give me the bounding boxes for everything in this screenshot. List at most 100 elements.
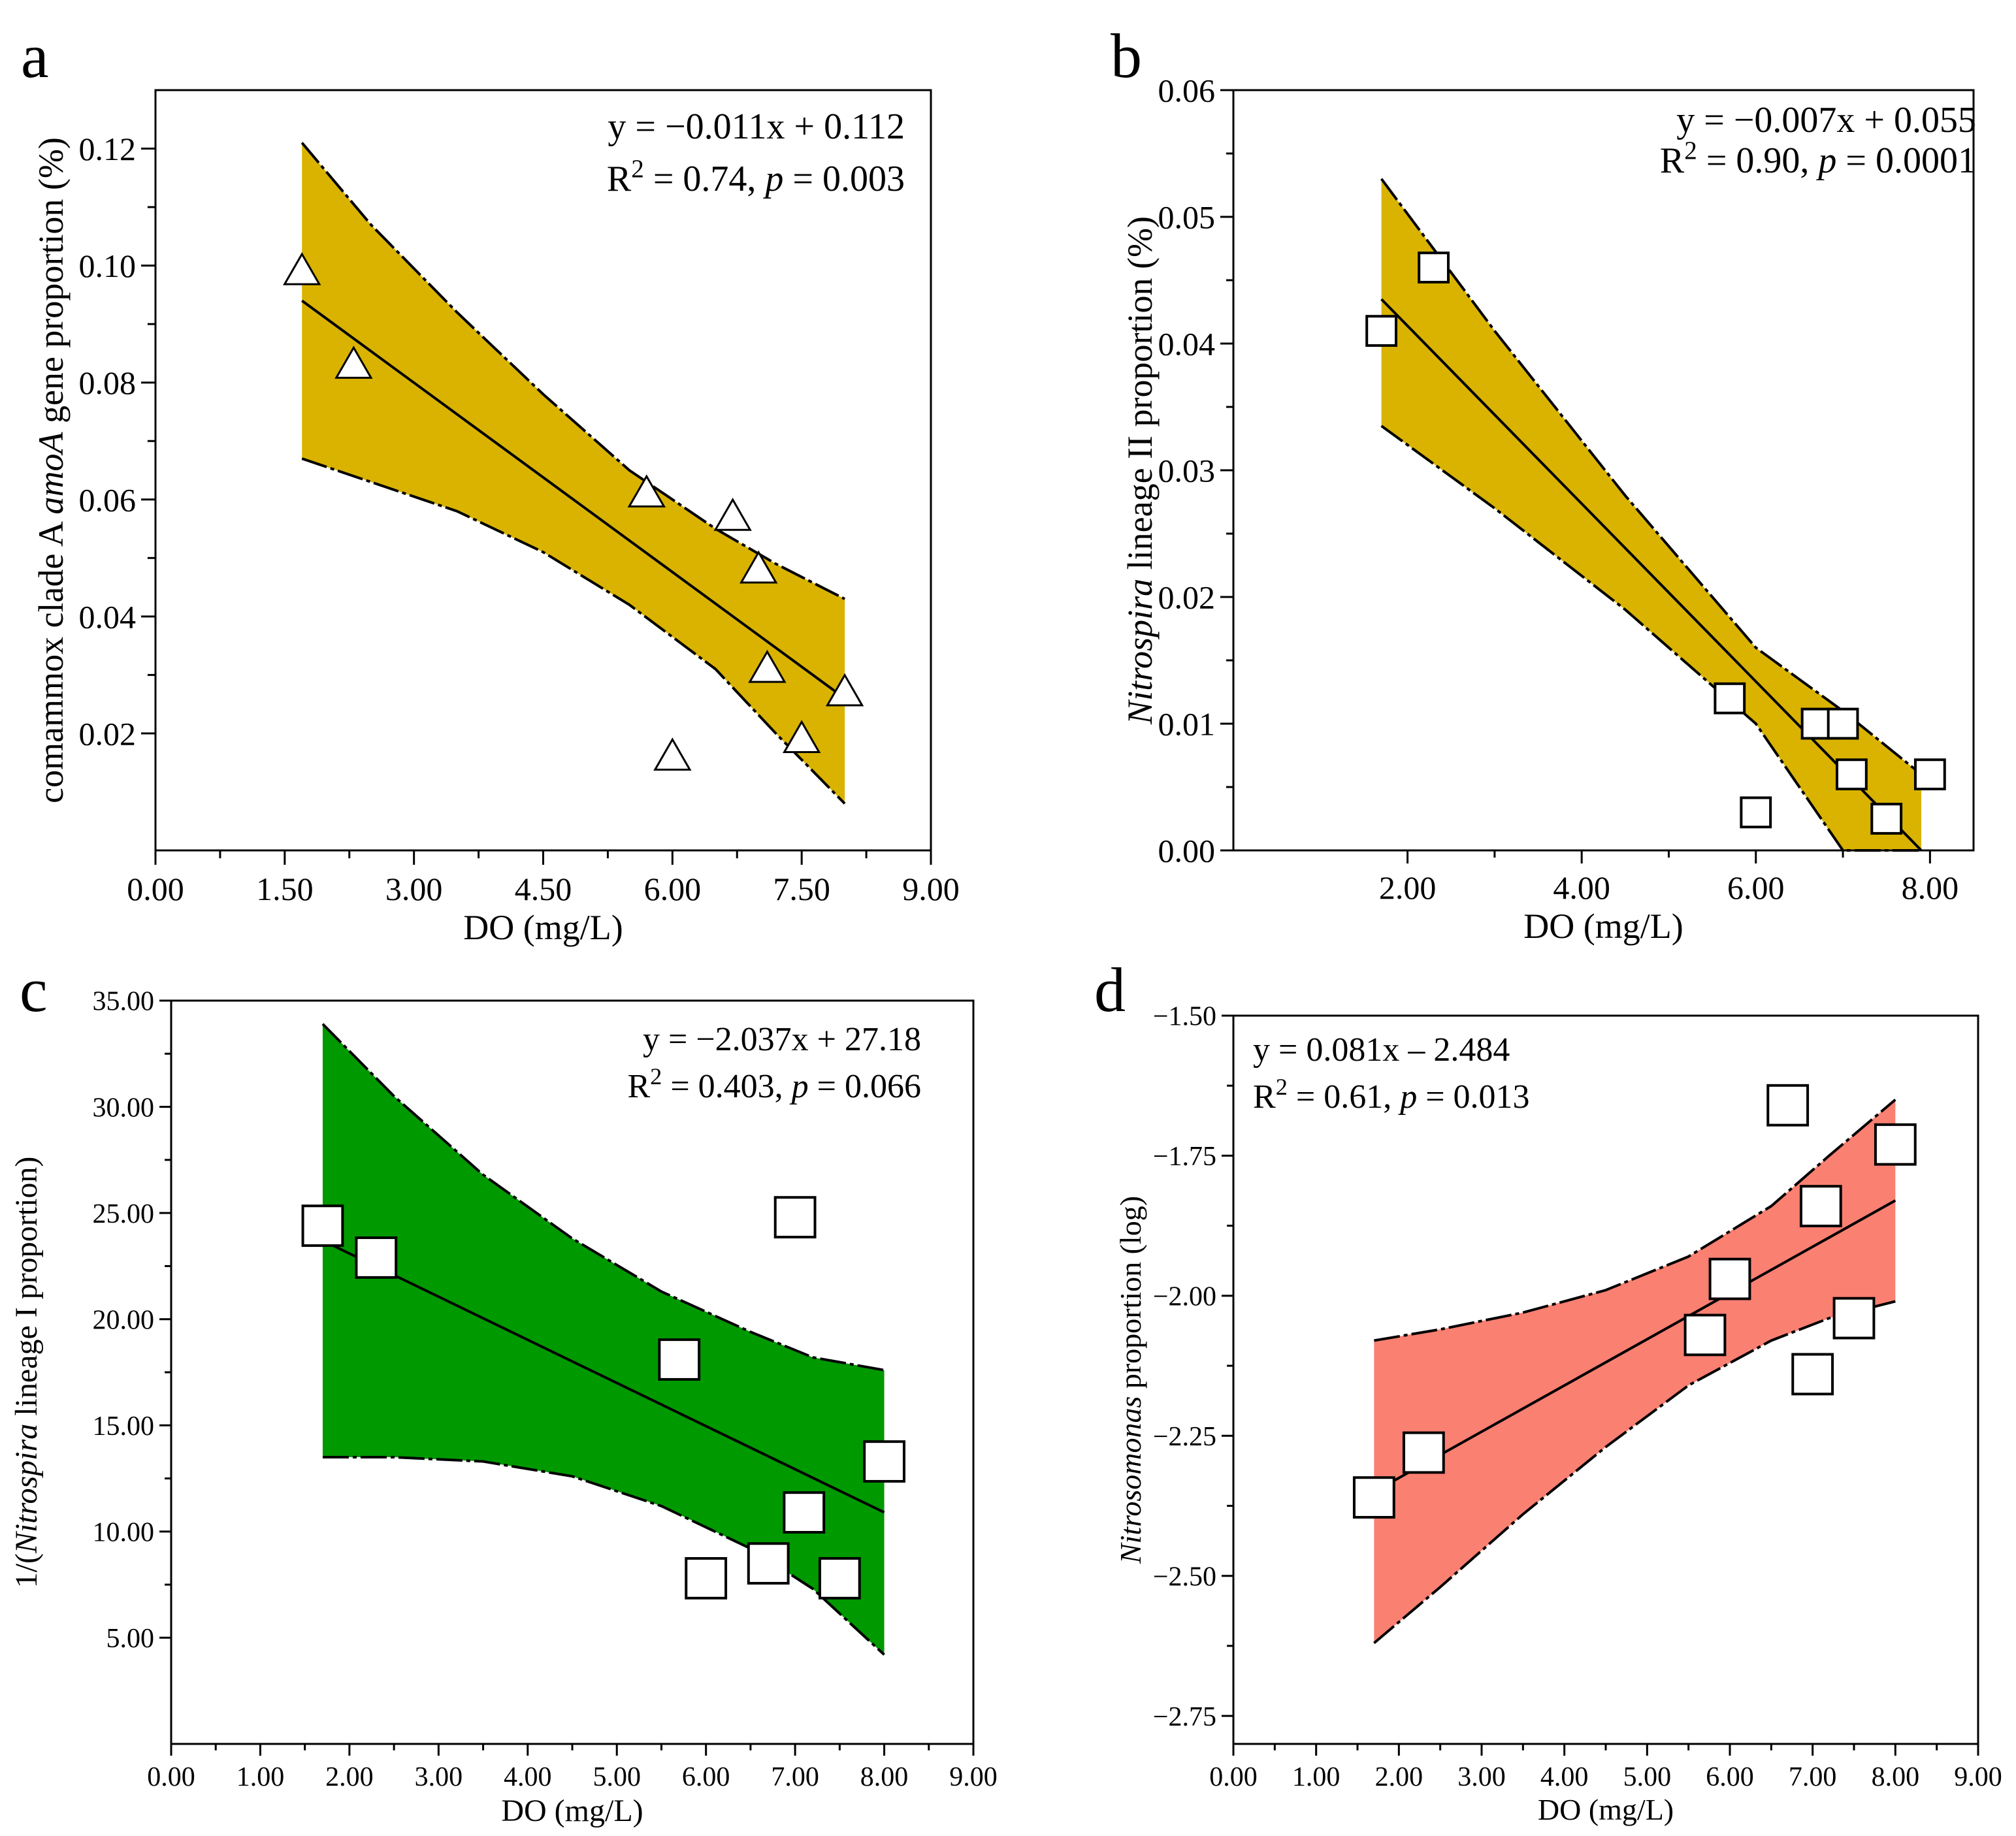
y-tick-label: −2.25 — [1153, 1422, 1216, 1452]
data-point — [1870, 803, 1903, 835]
chart-panel-a: a 0.00 1.50 3.00 4.50 6.00 7.50 9.00 0.02 0.04 0.0… — [21, 21, 960, 947]
panel-letter: c — [20, 955, 48, 1025]
band-lower-edge — [301, 457, 846, 805]
data-point — [713, 498, 752, 531]
label-part: Nitrospira — [1120, 579, 1160, 725]
stat-p: p — [789, 1068, 809, 1105]
x-tick-label: 0.00 — [127, 871, 184, 907]
y-tick-label: 20.00 — [93, 1305, 155, 1335]
data-point — [1766, 1084, 1810, 1127]
label-part: Nitrospira — [9, 1424, 44, 1554]
x-tick-label: 2.00 — [325, 1762, 374, 1792]
confidence-band — [1381, 178, 1922, 850]
stat-p-value: = 0.066 — [809, 1068, 921, 1105]
data-point — [782, 720, 821, 753]
confidence-band — [322, 1023, 885, 1655]
y-tick-label: 5.00 — [106, 1624, 155, 1654]
x-tick-label: 8.00 — [860, 1762, 909, 1792]
data-point — [334, 346, 373, 379]
data-point — [658, 1338, 701, 1381]
x-tick-label: 4.00 — [504, 1762, 552, 1792]
data-point — [1352, 1476, 1395, 1519]
data-point — [818, 1556, 861, 1600]
stat-r: R — [1660, 140, 1685, 181]
regression-stats: R2 = 0.403, p = 0.066 — [627, 1063, 921, 1105]
data-point — [1418, 251, 1450, 284]
stat-r-sup: 2 — [650, 1063, 662, 1089]
label-part: amoA — [31, 431, 71, 514]
y-tick-label: 0.06 — [1158, 72, 1216, 109]
data-point — [283, 251, 321, 285]
data-point — [740, 550, 778, 584]
data-point — [1835, 758, 1868, 790]
y-tick-label: 10.00 — [93, 1518, 155, 1548]
stat-r-sup: 2 — [1684, 137, 1697, 165]
stat-p: p — [1815, 140, 1836, 181]
y-tick-label: 0.08 — [79, 364, 137, 401]
stat-mid: = 0.61, — [1288, 1078, 1400, 1116]
stat-p: p — [1397, 1078, 1417, 1116]
x-tick-label: 4.00 — [1540, 1762, 1589, 1792]
y-tick-label: 0.01 — [1158, 706, 1216, 743]
regression-line — [301, 299, 846, 700]
x-tick-label: 4.50 — [515, 871, 572, 907]
stat-r-sup: 2 — [1276, 1074, 1288, 1100]
confidence-band — [302, 142, 845, 804]
regression-equation: y = −0.011x + 0.112 — [608, 106, 905, 147]
stat-r-sup: 2 — [631, 155, 644, 183]
data-point — [1714, 682, 1746, 715]
x-tick-label: 5.00 — [1623, 1762, 1672, 1792]
regression-equation: y = −2.037x + 27.18 — [643, 1021, 921, 1058]
regression-line — [1373, 1199, 1896, 1493]
data-point — [1365, 315, 1397, 347]
regression-stats: R2 = 0.74, p = 0.003 — [607, 155, 905, 200]
x-tick-label: 3.00 — [1457, 1762, 1506, 1792]
x-axis-label: DO (mg/L) — [1538, 1793, 1674, 1826]
y-tick-label: 0.02 — [79, 715, 137, 752]
y-tick-label: 0.03 — [1158, 453, 1216, 489]
y-tick-label: 0.02 — [1158, 579, 1216, 616]
data-point — [653, 737, 692, 771]
confidence-band — [1374, 1099, 1896, 1643]
y-tick-label: 30.00 — [93, 1093, 155, 1123]
chart-panel-b: b 2.00 4.00 6.00 8.00 0.00 0.01 0.02 0.03 0.04 0.0… — [1111, 21, 1976, 946]
data-point — [1827, 707, 1859, 740]
data-point — [1832, 1296, 1876, 1340]
x-axis-label: DO (mg/L) — [1523, 907, 1683, 946]
x-tick-label: 0.00 — [147, 1762, 195, 1792]
x-tick-label: 3.00 — [415, 1762, 463, 1792]
y-tick-label: 0.05 — [1158, 199, 1216, 236]
regression-line — [1380, 298, 1923, 852]
data-point — [1791, 1353, 1834, 1396]
label-part: proportion (log) — [1114, 1196, 1147, 1396]
y-tick-label: −2.00 — [1153, 1282, 1216, 1312]
panel-letter: a — [21, 21, 49, 91]
data-point — [355, 1236, 398, 1279]
chart-panel-c: c 0.00 1.00 2.00 3.00 4.00 5.00 6.00 7.00 8.00 9.0… — [9, 955, 998, 1828]
x-tick-label: 7.50 — [773, 871, 830, 907]
chart-panel-d: d 0.00 1.00 2.00 3.00 4.00 5.00 6.00 7.00 8.00 9.0… — [1094, 955, 2002, 1826]
x-tick-label: 5.00 — [593, 1762, 641, 1792]
stat-mid: = 0.74, — [644, 159, 766, 199]
x-tick-label: 1.50 — [256, 871, 314, 907]
stat-p: p — [762, 159, 783, 199]
data-point — [748, 649, 787, 683]
data-point — [863, 1440, 905, 1483]
data-point — [825, 673, 864, 707]
x-axis-label: DO (mg/L) — [501, 1794, 643, 1828]
y-tick-label: 0.00 — [1158, 833, 1216, 869]
x-tick-label: 6.00 — [644, 871, 702, 907]
label-part: comammox clade A — [31, 514, 71, 803]
x-tick-label: 7.00 — [1789, 1762, 1837, 1792]
data-point — [1799, 1185, 1842, 1228]
data-point — [627, 474, 666, 507]
x-tick-label: 2.00 — [1379, 869, 1437, 906]
label-part: Nitrosomonas — [1114, 1396, 1147, 1564]
label-part: lineage I proportion) — [9, 1157, 44, 1424]
data-point — [1708, 1257, 1751, 1300]
data-point — [1874, 1123, 1917, 1166]
y-axis-label: comammox clade A amoA gene proportion (%… — [31, 137, 71, 803]
y-tick-label: −1.75 — [1153, 1142, 1216, 1172]
data-point — [685, 1556, 728, 1600]
y-tick-label: −1.50 — [1153, 1002, 1216, 1032]
